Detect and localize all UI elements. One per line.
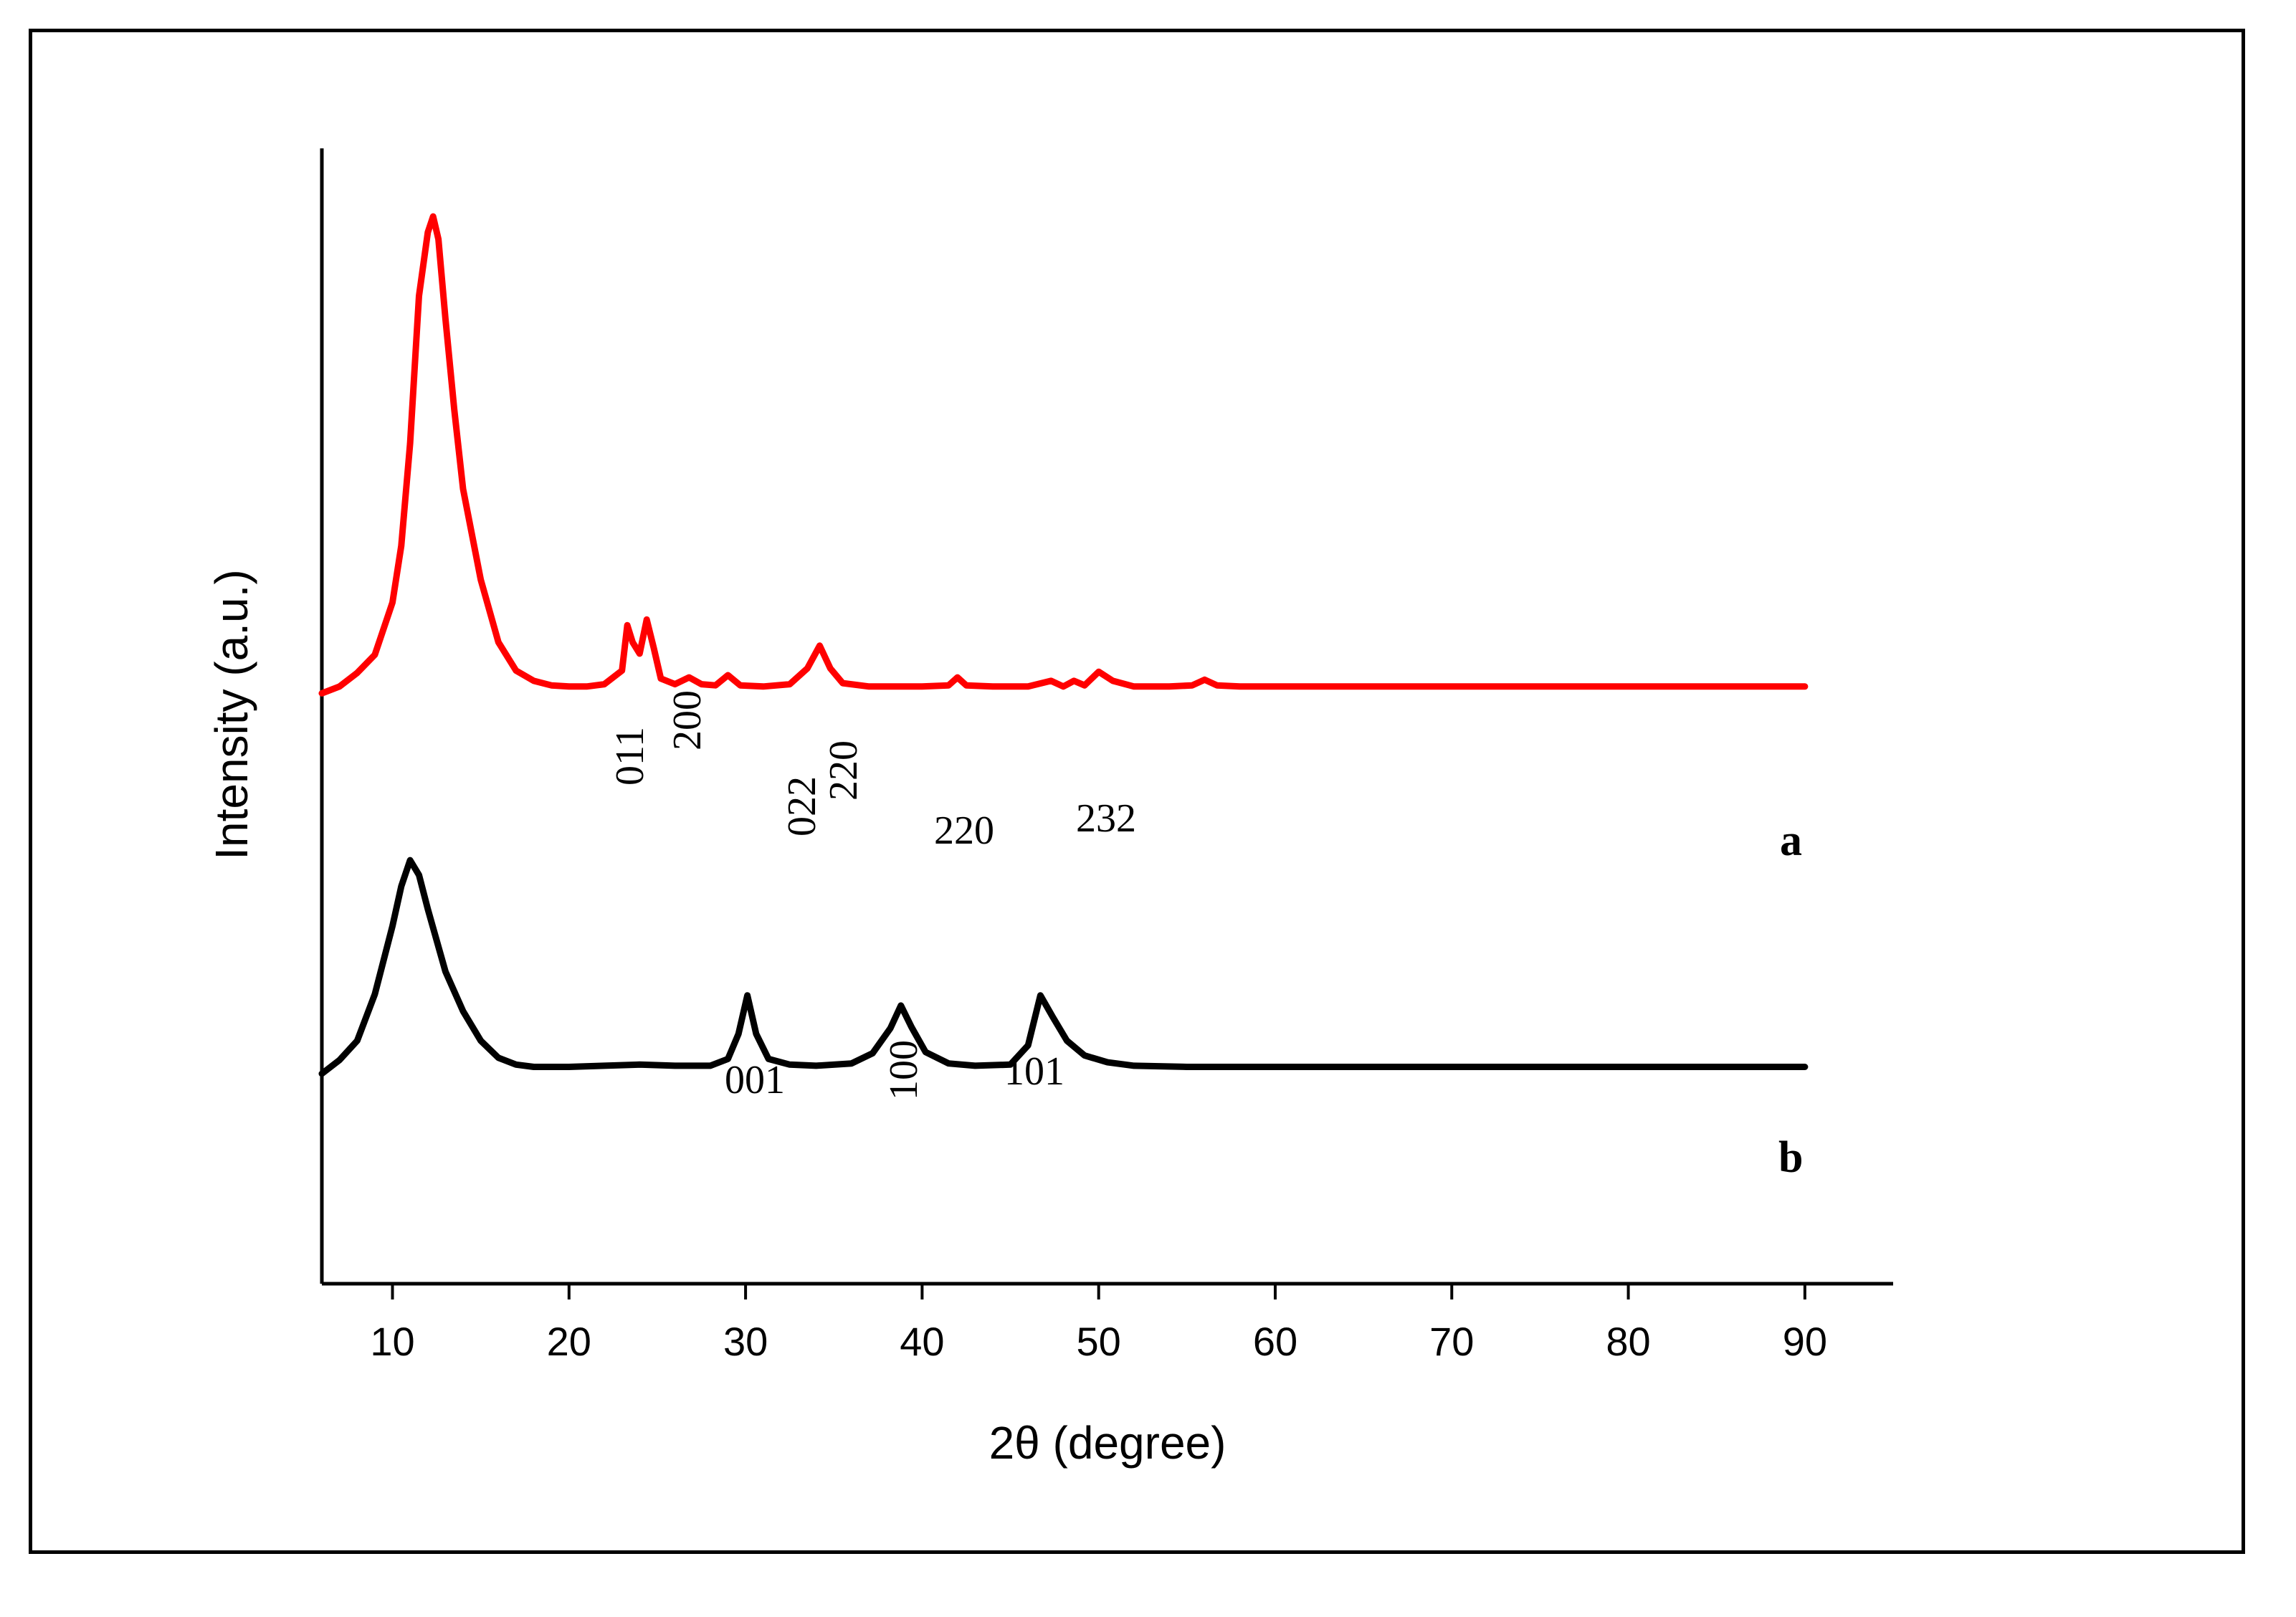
peak-label-a-011: 011 xyxy=(608,727,652,786)
x-tick-label-20: 20 xyxy=(547,1319,591,1364)
y-axis-title: Intensity (a.u.) xyxy=(206,569,257,860)
x-axis-title: 2θ (degree) xyxy=(989,1417,1226,1469)
series-label-a: a xyxy=(1780,816,1802,865)
x-tick-label-30: 30 xyxy=(723,1319,768,1364)
figure-frame: 10 20 30 40 50 60 70 80 90 2θ (degree) Intensity… xyxy=(29,29,2245,1554)
series-line-a xyxy=(318,213,1809,697)
x-tick-label-40: 40 xyxy=(900,1319,944,1364)
peak-label-a-220: 220 xyxy=(934,808,994,853)
peak-label-a-022: 022 xyxy=(780,776,824,836)
x-tick-label-60: 60 xyxy=(1253,1319,1297,1364)
peak-label-b-100: 100 xyxy=(882,1040,926,1100)
series-label-b: b xyxy=(1778,1133,1803,1182)
peak-label-b-001: 001 xyxy=(725,1058,785,1102)
x-tick-label-80: 80 xyxy=(1606,1319,1650,1364)
peak-label-b-101: 101 xyxy=(1004,1049,1064,1094)
x-tick-label-90: 90 xyxy=(1783,1319,1827,1364)
x-tick-label-10: 10 xyxy=(370,1319,414,1364)
xrd-chart: 10 20 30 40 50 60 70 80 90 2θ (degree) Intensity… xyxy=(206,148,1893,1469)
series-line-b xyxy=(318,857,1809,1077)
peak-label-a-232: 232 xyxy=(1076,796,1136,841)
peak-label-a-220-rotated: 220 xyxy=(821,740,866,801)
x-tick-label-70: 70 xyxy=(1429,1319,1474,1364)
x-tick-label-50: 50 xyxy=(1077,1319,1121,1364)
peak-label-a-200: 200 xyxy=(665,690,710,750)
